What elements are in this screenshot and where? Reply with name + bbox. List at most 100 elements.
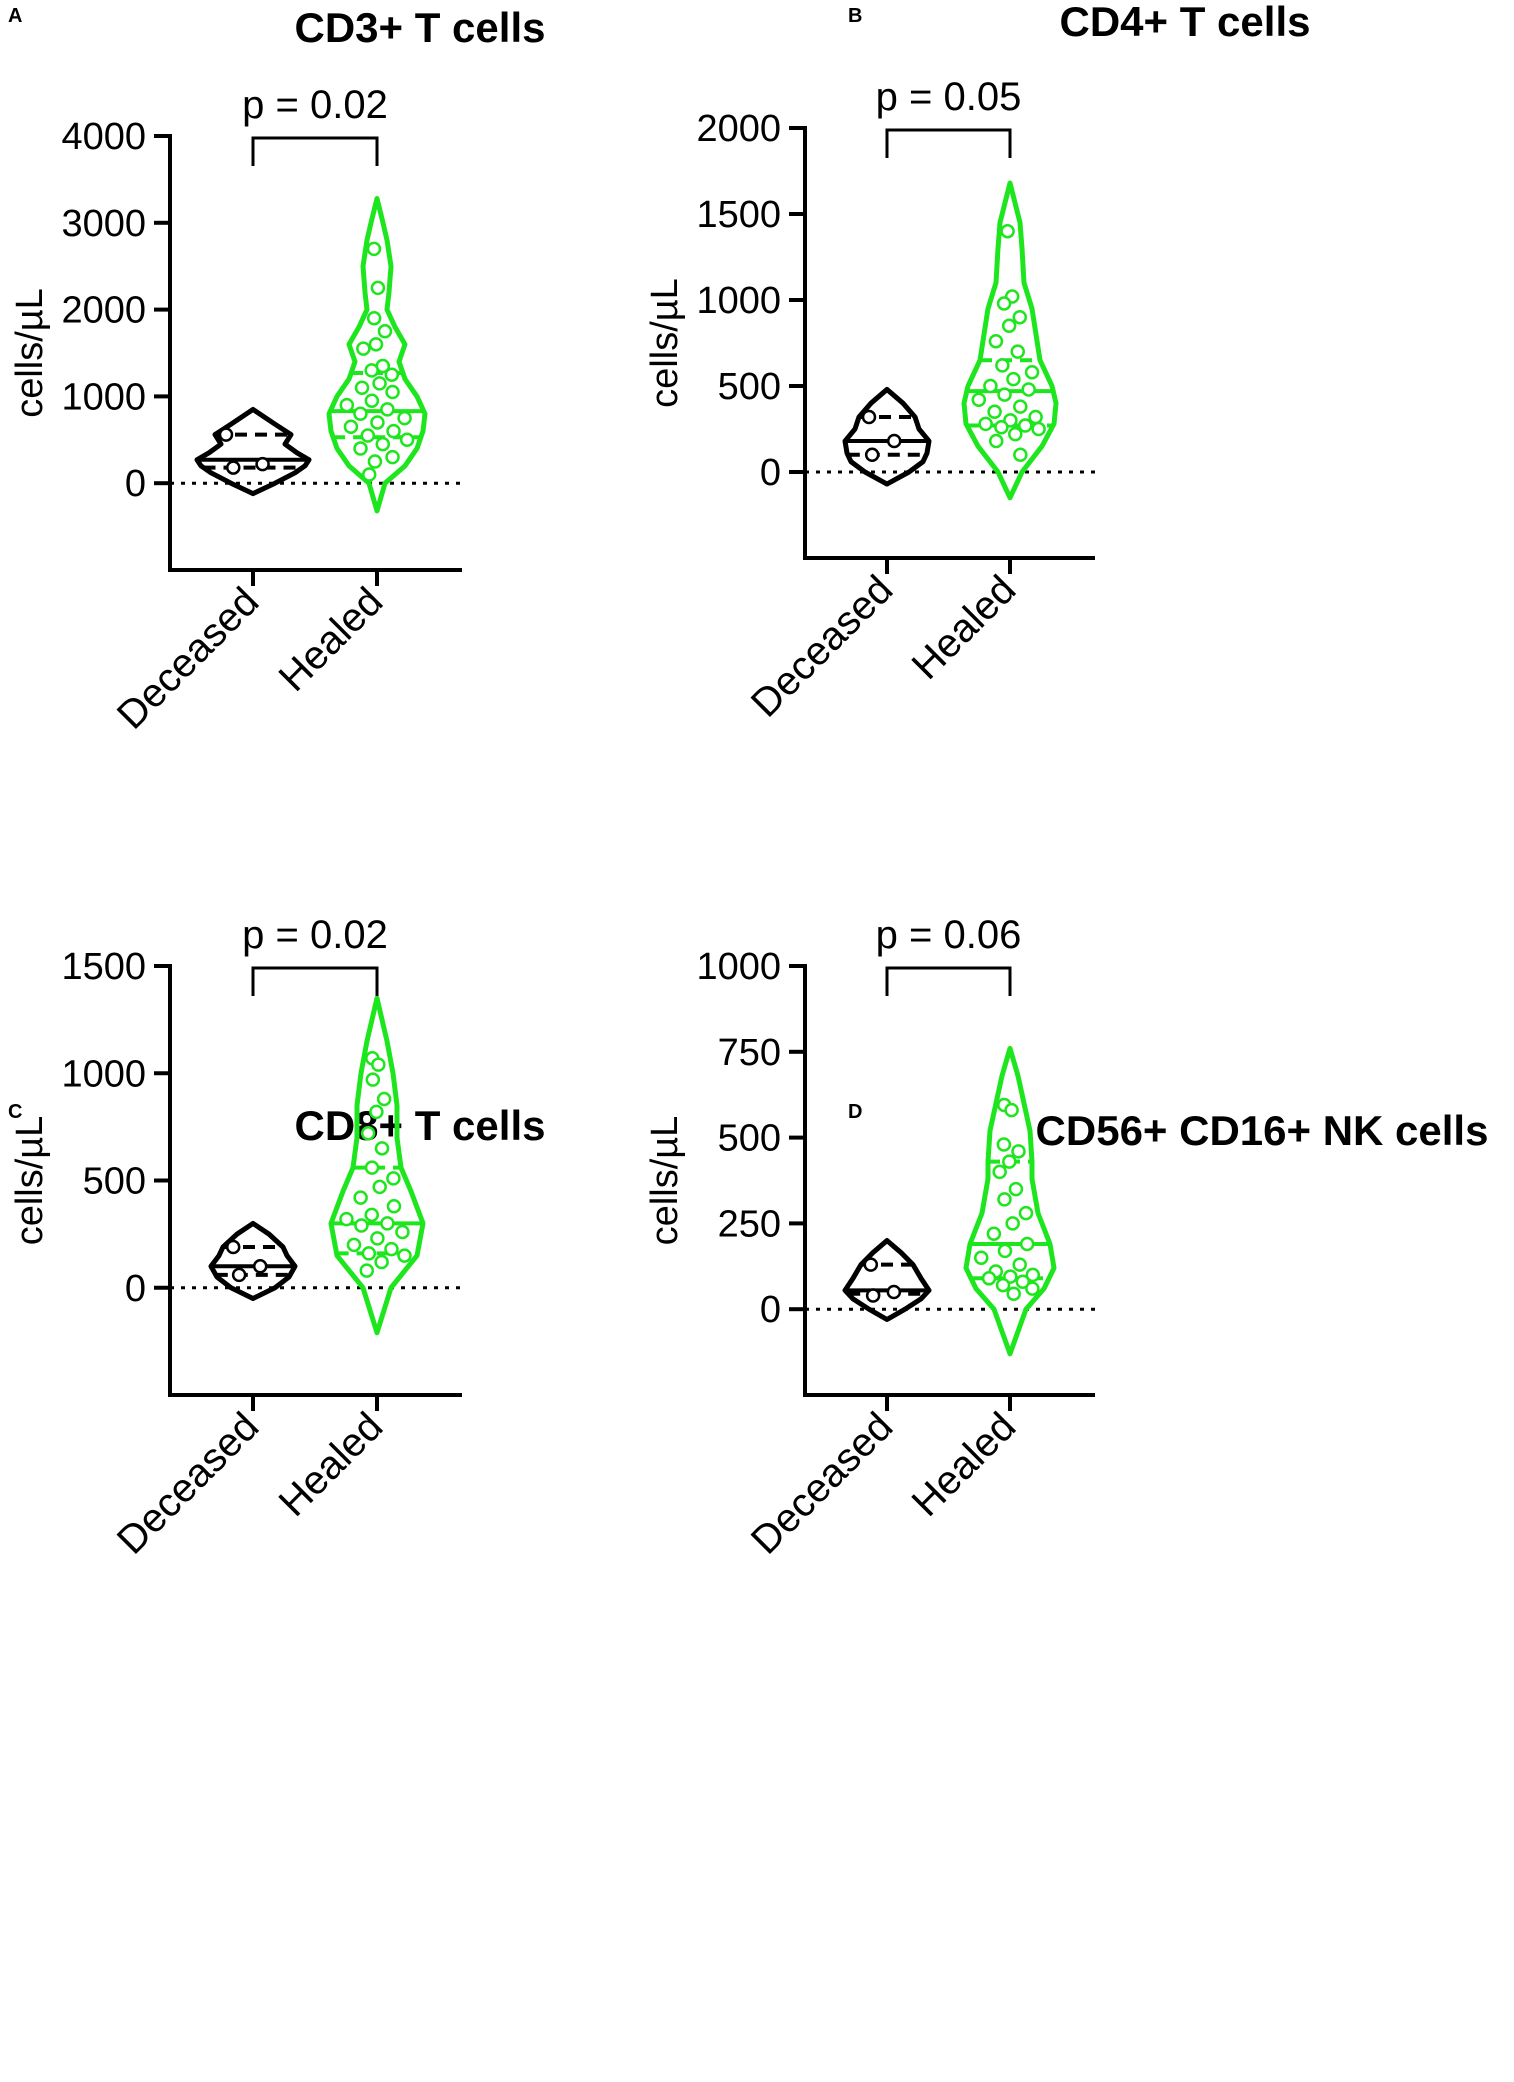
data-point	[1006, 371, 1021, 387]
violin-deceased	[842, 386, 932, 487]
panel-a: A CD3+ T cells 0 1000 2000 3000 4000 cells/µL De…	[8, 4, 545, 738]
data-point	[1004, 1102, 1019, 1118]
y-tick-label: 0	[125, 1268, 146, 1310]
violin-deceased	[842, 1238, 932, 1322]
data-point	[369, 1104, 384, 1120]
x-tick-label: Healed	[271, 1404, 392, 1525]
y-axis-label: cells/µL	[9, 1116, 51, 1246]
data-point	[366, 241, 382, 257]
data-point	[995, 358, 1010, 373]
data-point	[366, 311, 382, 326]
y-tick-label: 500	[718, 366, 781, 408]
chart-title: CD8+ T cells	[295, 1102, 546, 1149]
data-point	[343, 419, 359, 435]
data-point	[1008, 1181, 1024, 1197]
data-point	[997, 387, 1012, 402]
data-point	[992, 1164, 1007, 1180]
data-point	[356, 341, 371, 356]
data-point	[997, 1192, 1012, 1207]
data-point	[1006, 1286, 1021, 1302]
bracket-line	[885, 966, 1012, 996]
data-point	[354, 380, 370, 395]
x-tick-label: Healed	[904, 1404, 1025, 1525]
data-point	[988, 433, 1004, 449]
data-point	[397, 1248, 412, 1263]
data-point	[994, 420, 1009, 435]
data-point	[1013, 399, 1028, 414]
data-point	[252, 1259, 268, 1274]
data-point	[376, 1091, 392, 1107]
panel-letter: D	[848, 1101, 862, 1123]
data-point	[377, 324, 393, 339]
y-tick-label: 500	[718, 1118, 781, 1160]
y-tick-label: 500	[83, 1161, 146, 1203]
violin-healed	[326, 195, 428, 514]
data-point	[370, 1231, 385, 1246]
data-point	[374, 1141, 390, 1156]
data-point	[1024, 364, 1040, 380]
violin-healed	[961, 180, 1059, 501]
data-point	[339, 397, 355, 413]
data-point	[1025, 1281, 1040, 1296]
panel-letter: A	[8, 5, 22, 27]
violin-deceased	[194, 406, 312, 497]
data-point	[359, 1263, 375, 1278]
data-point	[1010, 344, 1025, 359]
data-point	[886, 433, 902, 449]
data-point	[1028, 409, 1043, 425]
y-axis-label: cells/µL	[9, 288, 51, 418]
violin-outline	[961, 180, 1059, 501]
y-tick-label: 0	[125, 463, 146, 505]
data-point	[386, 1198, 402, 1214]
data-point	[1012, 309, 1028, 325]
data-point	[360, 1126, 376, 1141]
y-tick-label: 2000	[696, 108, 781, 150]
data-point	[231, 1267, 247, 1283]
data-point	[372, 376, 387, 391]
data-point	[353, 441, 368, 456]
data-point	[385, 384, 400, 400]
data-point	[886, 1284, 902, 1300]
data-point	[1001, 318, 1017, 334]
data-point	[386, 423, 401, 439]
data-point	[353, 406, 368, 422]
p-value-label: p = 0.05	[876, 75, 1022, 119]
violin-outline	[328, 995, 426, 1336]
panel-d: D CD56+ CD16+ NK cells 0 250 500 750 1000 cells…	[644, 913, 1488, 1563]
data-point	[1015, 1274, 1031, 1289]
violin-healed	[963, 1045, 1057, 1357]
data-point	[370, 415, 385, 430]
y-axis-label: cells/µL	[644, 278, 686, 408]
y-axis-label: cells/µL	[644, 1116, 686, 1246]
data-point	[346, 1237, 362, 1253]
data-point	[361, 467, 377, 482]
data-point	[973, 1250, 989, 1265]
data-point	[364, 363, 379, 378]
data-point	[365, 1072, 381, 1087]
significance-bracket: p = 0.02	[242, 913, 388, 996]
violin-outline	[194, 406, 312, 497]
data-point	[339, 1211, 354, 1227]
y-tick-label: 0	[760, 452, 781, 494]
data-point	[981, 1271, 997, 1286]
chart-title: CD4+ T cells	[1060, 0, 1311, 45]
x-tick-label: Healed	[271, 579, 392, 700]
violin-outline	[842, 386, 932, 487]
y-tick-label: 1000	[696, 946, 781, 988]
data-point	[364, 393, 380, 408]
panel-letter: B	[848, 5, 862, 27]
violin-deceased	[208, 1220, 298, 1301]
data-point	[1011, 1144, 1026, 1159]
data-point	[360, 428, 376, 443]
data-point	[1005, 1216, 1020, 1231]
data-point	[865, 1288, 881, 1303]
y-tick-label: 2000	[61, 290, 146, 332]
p-value-label: p = 0.02	[242, 913, 388, 957]
data-point	[374, 1254, 389, 1270]
data-point	[988, 334, 1004, 349]
data-point	[1025, 1267, 1041, 1283]
data-point	[384, 1241, 399, 1257]
significance-bracket: p = 0.06	[876, 913, 1021, 996]
data-point	[1018, 1205, 1034, 1221]
chart-title: CD56+ CD16+ NK cells	[1036, 1107, 1489, 1154]
